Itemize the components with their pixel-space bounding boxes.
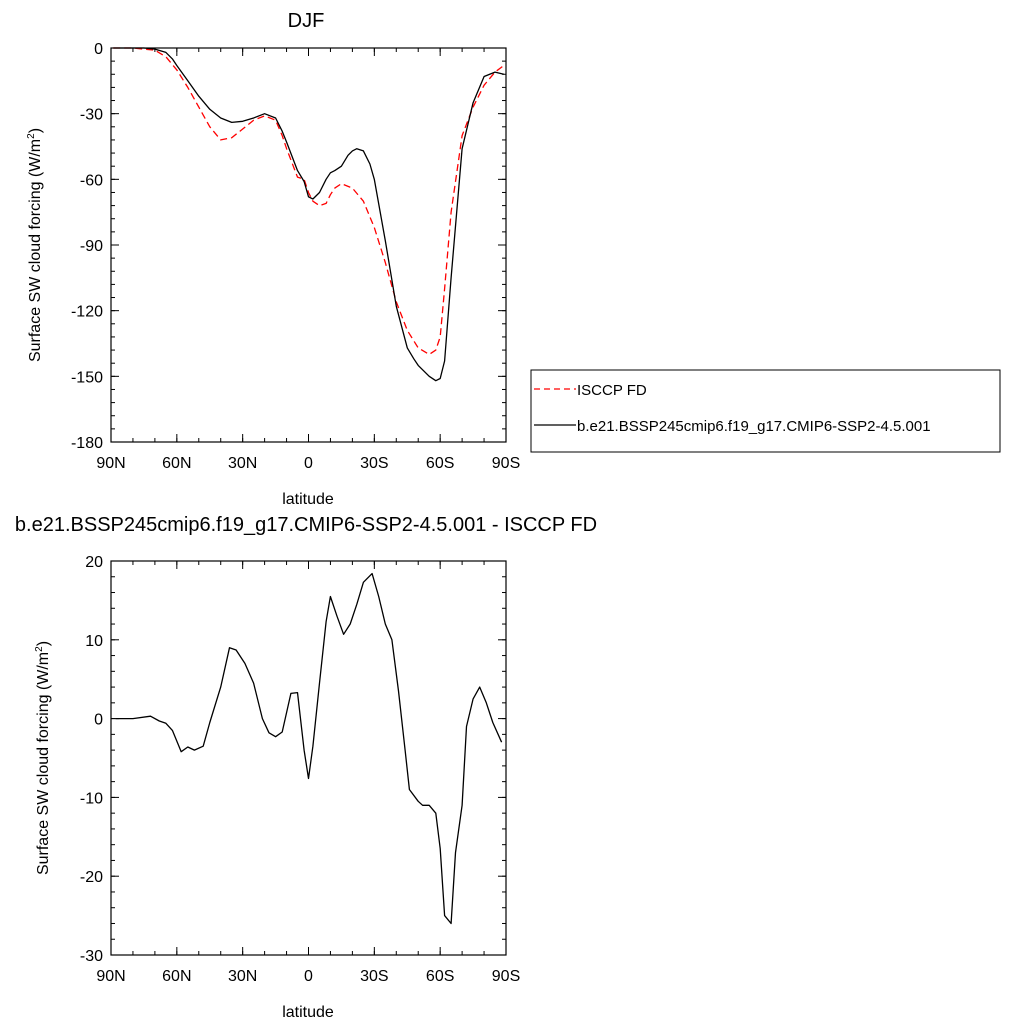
x-tick-label: 30S bbox=[360, 968, 388, 985]
x-tick-label: 0 bbox=[304, 968, 313, 985]
x-tick-label: 90N bbox=[96, 968, 125, 985]
x-tick-label: 30S bbox=[360, 455, 388, 472]
chart-1-plot-frame bbox=[110, 47, 507, 443]
chart-2-x-ticks: 90N 60N 30N 0 30S 60S 90S bbox=[96, 561, 520, 985]
y-tick-label: -120 bbox=[71, 304, 103, 321]
chart-1-y-ticks: 0 -30 -60 -90 -120 -150 -180 bbox=[71, 41, 506, 452]
y-tick-label: -10 bbox=[80, 790, 103, 807]
chart-2-x-axis-label: latitude bbox=[282, 1004, 334, 1021]
chart-2-plot-frame bbox=[110, 560, 507, 956]
y-tick-label: 10 bbox=[85, 633, 103, 650]
y-tick-label: -180 bbox=[71, 435, 103, 452]
chart-1-y-axis-label: Surface SW cloud forcing (W/m2) bbox=[26, 128, 44, 362]
y-tick-label: 0 bbox=[94, 712, 103, 729]
series-line-2 bbox=[113, 47, 504, 382]
x-tick-label: 30N bbox=[228, 455, 257, 472]
x-tick-label: 0 bbox=[304, 455, 313, 472]
chart-panel-1: DJF 0 -30 -60 -90 -120 -150 -180 90N 60N 30N 0 30S… bbox=[26, 10, 1001, 508]
chart-1-series-lines bbox=[113, 47, 505, 382]
x-tick-label: 90S bbox=[492, 968, 520, 985]
x-tick-label: 60N bbox=[162, 968, 191, 985]
chart-1-legend-box bbox=[530, 369, 1001, 453]
y-tick-label: -20 bbox=[80, 869, 103, 886]
legend-label-model: b.e21.BSSP245cmip6.f19_g17.CMIP6-SSP2-4.… bbox=[577, 418, 931, 435]
x-tick-label: 60N bbox=[162, 455, 191, 472]
chart-2-series-lines bbox=[115, 572, 503, 925]
y-tick-label: -150 bbox=[71, 369, 103, 386]
chart-2-y-ticks: 20 10 0 -10 -20 -30 bbox=[80, 554, 506, 965]
chart-2-title: b.e21.BSSP245cmip6.f19_g17.CMIP6-SSP2-4.… bbox=[15, 514, 597, 536]
legend-label-isccp: ISCCP FD bbox=[577, 382, 647, 399]
series-line-1 bbox=[113, 47, 505, 356]
x-tick-label: 90N bbox=[96, 455, 125, 472]
y-tick-label: -90 bbox=[80, 238, 103, 255]
series-line-1 bbox=[115, 572, 503, 925]
chart-1-title: DJF bbox=[288, 10, 325, 32]
y-tick-label: 20 bbox=[85, 554, 103, 571]
chart-1-x-ticks: 90N 60N 30N 0 30S 60S 90S bbox=[96, 48, 520, 472]
y-tick-label: -60 bbox=[80, 172, 103, 189]
chart-panel-2: b.e21.BSSP245cmip6.f19_g17.CMIP6-SSP2-4.… bbox=[15, 514, 597, 1021]
chart-1-x-axis-label: latitude bbox=[282, 491, 334, 508]
y-tick-label: -30 bbox=[80, 948, 103, 965]
y-tick-label: -30 bbox=[80, 107, 103, 124]
y-tick-label: 0 bbox=[94, 41, 103, 58]
x-tick-label: 60S bbox=[426, 968, 454, 985]
chart-1-legend: ISCCP FD b.e21.BSSP245cmip6.f19_g17.CMIP… bbox=[530, 369, 1001, 453]
x-tick-label: 60S bbox=[426, 455, 454, 472]
x-tick-label: 90S bbox=[492, 455, 520, 472]
chart-2-y-axis-label: Surface SW cloud forcing (W/m2) bbox=[34, 641, 52, 875]
x-tick-label: 30N bbox=[228, 968, 257, 985]
